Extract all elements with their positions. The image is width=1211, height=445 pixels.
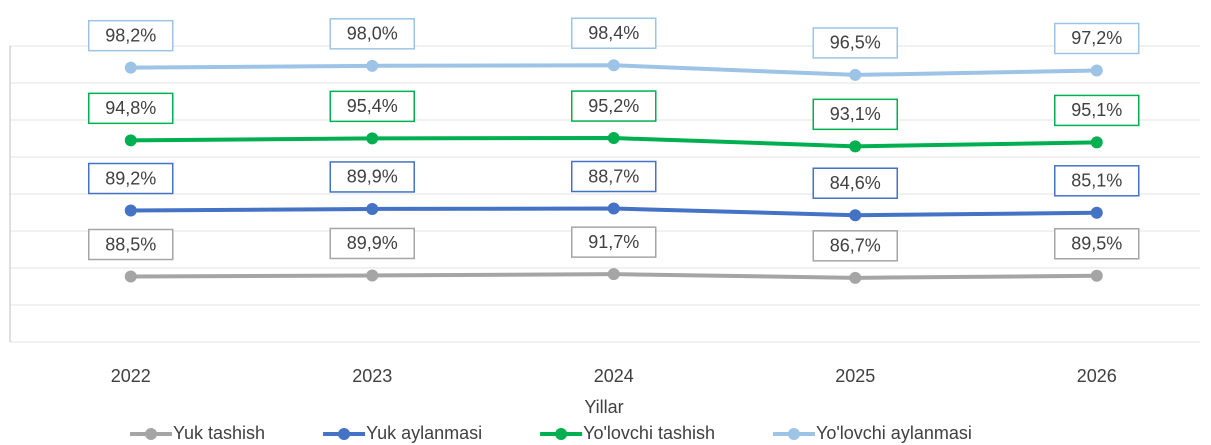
data-point — [366, 269, 379, 282]
data-point — [849, 68, 862, 81]
data-label-text: 95,4% — [347, 96, 398, 116]
data-label-text: 97,2% — [1071, 28, 1122, 48]
data-label-box — [1054, 94, 1140, 127]
data-label-text: 86,7% — [830, 236, 881, 256]
data-point — [124, 270, 137, 283]
data-label-box — [1054, 165, 1140, 197]
data-label: 86,7% — [812, 230, 898, 262]
data-point — [607, 268, 620, 281]
data-label-box — [329, 227, 415, 260]
data-label: 89,5% — [1054, 228, 1140, 260]
data-label: 98,2% — [88, 19, 174, 52]
data-label-box — [571, 90, 657, 122]
data-point — [124, 134, 137, 147]
x-axis-label: Yillar — [584, 397, 623, 417]
data-label-box — [1054, 228, 1140, 260]
legend-marker — [787, 428, 800, 440]
data-label: 89,2% — [88, 162, 174, 195]
data-label-text: 89,5% — [1071, 234, 1122, 254]
data-point — [607, 202, 620, 215]
data-label: 94,8% — [88, 92, 174, 125]
x-tick-label: 2026 — [1077, 366, 1117, 386]
data-label-text: 89,2% — [105, 168, 156, 188]
data-label-box — [329, 90, 415, 123]
data-point — [849, 140, 862, 153]
data-label-box — [812, 98, 898, 131]
data-point — [607, 132, 620, 145]
data-label-text: 89,9% — [347, 167, 398, 187]
data-point — [124, 61, 137, 74]
data-label: 84,6% — [812, 167, 898, 199]
data-label-text: 91,7% — [588, 232, 639, 252]
data-label-text: 95,2% — [588, 96, 639, 116]
legend-label: Yo'lovchi tashish — [583, 423, 715, 443]
data-point — [1090, 206, 1103, 219]
data-label-text: 93,1% — [830, 104, 881, 124]
data-label-box — [88, 228, 174, 261]
data-label-text: 84,6% — [830, 173, 881, 193]
data-label-text: 98,4% — [588, 23, 639, 43]
data-label-box — [812, 230, 898, 262]
data-label-box — [1054, 22, 1140, 55]
data-label-text: 96,5% — [830, 33, 881, 53]
data-point — [607, 59, 620, 72]
data-label-text: 88,7% — [588, 166, 639, 186]
data-label: 93,1% — [812, 98, 898, 131]
data-label-box — [88, 19, 174, 52]
data-point — [366, 59, 379, 72]
legend-label: Yuk aylanmasi — [366, 423, 482, 443]
x-tick-label: 2022 — [111, 366, 151, 386]
x-tick-label: 2024 — [594, 366, 634, 386]
data-label-text: 88,5% — [105, 234, 156, 254]
data-label-box — [88, 92, 174, 125]
data-label: 89,9% — [329, 161, 415, 193]
data-label: 96,5% — [812, 27, 898, 59]
data-label-box — [329, 161, 415, 193]
data-point — [1090, 64, 1103, 77]
data-label: 95,4% — [329, 90, 415, 123]
data-point — [849, 271, 862, 284]
data-label-box — [571, 160, 657, 193]
data-label: 88,5% — [88, 228, 174, 261]
data-point — [849, 209, 862, 222]
legend-label: Yo'lovchi aylanmasi — [816, 423, 972, 443]
data-label: 85,1% — [1054, 165, 1140, 197]
data-point — [1090, 136, 1103, 149]
data-label-text: 95,1% — [1071, 100, 1122, 120]
data-label-text: 85,1% — [1071, 171, 1122, 191]
data-label: 89,9% — [329, 227, 415, 260]
data-label: 95,1% — [1054, 94, 1140, 127]
data-label: 97,2% — [1054, 22, 1140, 55]
data-label-box — [812, 167, 898, 199]
legend-label: Yuk tashish — [173, 423, 265, 443]
legend-marker — [555, 428, 568, 440]
data-label-text: 98,2% — [105, 25, 156, 45]
legend-marker — [145, 428, 157, 440]
data-label-text: 94,8% — [105, 98, 156, 118]
data-label-box — [329, 18, 415, 50]
data-label-text: 98,0% — [347, 24, 398, 44]
data-label-box — [812, 27, 898, 59]
data-point — [1090, 269, 1103, 282]
data-point — [124, 204, 137, 217]
data-label: 95,2% — [571, 90, 657, 122]
data-label-box — [88, 162, 174, 195]
data-point — [366, 132, 379, 145]
data-label: 91,7% — [571, 226, 657, 258]
data-label: 88,7% — [571, 160, 657, 193]
data-label-box — [571, 17, 657, 49]
data-label-text: 89,9% — [347, 233, 398, 253]
x-tick-label: 2025 — [835, 366, 875, 386]
data-label-box — [571, 226, 657, 258]
data-label: 98,0% — [329, 18, 415, 50]
legend-marker — [338, 428, 351, 440]
x-tick-label: 2023 — [352, 366, 392, 386]
data-label: 98,4% — [571, 17, 657, 49]
data-point — [366, 202, 379, 215]
